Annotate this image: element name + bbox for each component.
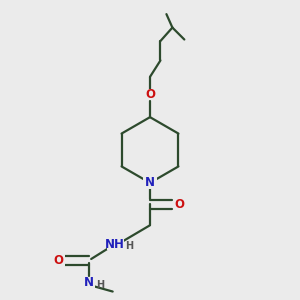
Text: N: N (84, 276, 94, 290)
Bar (144, 89, 156, 100)
Text: NH: NH (105, 238, 125, 250)
Text: O: O (145, 88, 155, 101)
Text: N: N (145, 176, 155, 189)
Bar (143, 177, 157, 188)
Bar (52, 255, 64, 266)
Bar (107, 238, 124, 250)
Text: O: O (175, 198, 185, 211)
Bar (82, 278, 95, 288)
Text: O: O (53, 254, 63, 267)
Text: H: H (125, 242, 133, 251)
Bar (174, 199, 186, 210)
Text: H: H (96, 280, 104, 290)
